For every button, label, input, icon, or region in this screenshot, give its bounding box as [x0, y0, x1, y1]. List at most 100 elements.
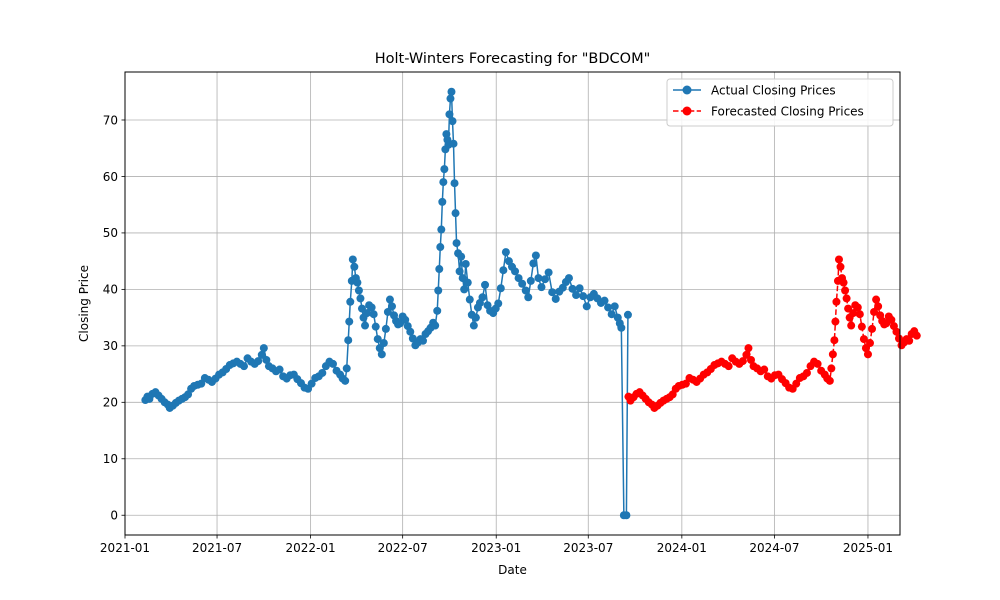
data-point-forecast — [802, 368, 811, 377]
data-point-actual — [449, 139, 458, 148]
data-point-actual — [451, 209, 460, 218]
data-point-actual — [440, 165, 449, 174]
data-point-actual — [377, 350, 386, 359]
legend-label-forecast: Forecasted Closing Prices — [711, 105, 864, 119]
data-point-actual — [345, 317, 354, 326]
data-point-forecast — [887, 315, 896, 324]
x-tick-label: 2023-01 — [471, 541, 521, 555]
data-point-forecast — [863, 350, 872, 359]
data-point-actual — [622, 511, 631, 520]
y-tick-label: 40 — [103, 283, 118, 297]
legend-frame — [666, 78, 894, 127]
series-forecast — [624, 255, 921, 412]
data-point-actual — [318, 368, 327, 377]
data-point-forecast — [830, 336, 839, 345]
y-tick-label: 70 — [103, 113, 118, 127]
y-axis-label: Closing Price — [77, 265, 91, 342]
x-tick-label: 2021-07 — [192, 541, 242, 555]
data-point-actual — [346, 297, 355, 306]
data-point-actual — [406, 327, 415, 336]
data-point-forecast — [839, 278, 848, 287]
data-point-actual — [521, 286, 530, 295]
data-point-forecast — [842, 294, 851, 303]
data-point-actual — [604, 303, 613, 312]
data-point-actual — [348, 255, 357, 264]
data-point-forecast — [742, 350, 751, 359]
data-point-actual — [465, 295, 474, 304]
data-point-forecast — [760, 365, 769, 374]
data-point-actual — [385, 295, 394, 304]
data-point-actual — [257, 350, 266, 359]
data-point-actual — [354, 286, 363, 295]
data-point-actual — [526, 276, 535, 285]
data-point-forecast — [825, 376, 834, 385]
data-point-actual — [623, 310, 632, 319]
data-point-actual — [436, 243, 445, 252]
data-point-forecast — [872, 295, 881, 304]
plot-frame — [124, 71, 901, 536]
data-point-actual — [457, 252, 466, 261]
data-point-actual — [259, 344, 268, 353]
data-point-actual — [461, 259, 470, 268]
data-point-actual — [471, 313, 480, 322]
data-point-forecast — [841, 286, 850, 295]
data-point-actual — [387, 302, 396, 311]
data-point-actual — [435, 265, 444, 274]
data-point-actual — [431, 321, 440, 330]
data-point-actual — [353, 278, 362, 287]
data-point-forecast — [847, 321, 856, 330]
data-point-forecast — [853, 303, 862, 312]
x-tick-label: 2024-01 — [657, 541, 707, 555]
data-point-actual — [373, 335, 382, 344]
data-point-actual — [447, 87, 456, 96]
data-point-forecast — [744, 344, 753, 353]
x-axis-label: Date — [498, 563, 527, 577]
data-point-actual — [438, 197, 447, 206]
data-point-forecast — [724, 362, 733, 371]
data-point-actual — [448, 117, 457, 126]
data-point-actual — [575, 284, 584, 293]
data-point-actual — [342, 364, 351, 373]
y-tick-label: 30 — [103, 339, 118, 353]
data-point-actual — [262, 355, 271, 364]
legend-swatch-actual-marker — [682, 85, 692, 95]
y-tick-label: 20 — [103, 396, 118, 410]
data-point-actual — [511, 267, 520, 276]
data-point-actual — [328, 359, 337, 368]
x-tick-label: 2025-01 — [843, 541, 893, 555]
data-point-actual — [371, 322, 380, 331]
x-tick-label: 2023-07 — [563, 541, 613, 555]
data-point-actual — [446, 94, 455, 103]
data-point-forecast — [874, 302, 883, 311]
data-point-forecast — [892, 327, 901, 336]
data-point-actual — [499, 266, 508, 275]
data-point-forecast — [866, 339, 874, 348]
chart-title: Holt-Winters Forecasting for "BDCOM" — [375, 51, 651, 67]
data-point-actual — [544, 268, 553, 277]
data-point-actual — [579, 292, 588, 301]
data-point-actual — [401, 315, 410, 324]
legend-label-actual: Actual Closing Prices — [711, 84, 836, 98]
data-point-actual — [496, 284, 505, 293]
legend: Actual Closing Prices Forecasted Closing… — [666, 78, 894, 127]
data-point-forecast — [855, 310, 864, 319]
data-point-forecast — [831, 317, 840, 326]
y-tick-label: 10 — [103, 452, 118, 466]
data-point-forecast — [870, 307, 879, 316]
data-point-actual — [494, 299, 503, 308]
data-point-actual — [518, 279, 527, 288]
data-point-actual — [240, 362, 248, 371]
data-point-actual — [478, 293, 487, 302]
data-point-actual — [463, 278, 472, 287]
data-point-actual — [434, 286, 443, 295]
data-point-actual — [531, 251, 540, 260]
plot-series — [141, 87, 921, 520]
data-point-actual — [534, 274, 543, 283]
data-point-actual — [551, 294, 560, 303]
x-tick-label: 2021-01 — [100, 541, 150, 555]
legend-swatch-forecast-marker — [682, 106, 692, 116]
data-point-forecast — [912, 331, 921, 340]
y-tick-label: 60 — [103, 170, 118, 184]
data-point-actual — [369, 310, 378, 319]
data-point-actual — [501, 248, 510, 257]
